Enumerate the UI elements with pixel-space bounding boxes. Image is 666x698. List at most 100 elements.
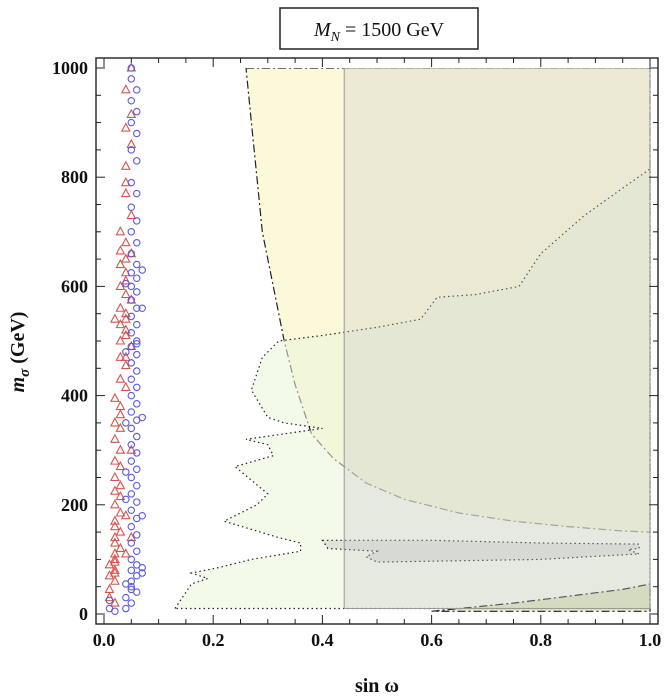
triangle-point [115, 373, 126, 383]
circle-point [127, 490, 136, 498]
circle-point [133, 531, 141, 539]
circle-point [138, 563, 146, 572]
y-tick-label: 0 [79, 604, 88, 624]
triangle-point [110, 553, 120, 563]
circle-point [133, 238, 141, 247]
triangle-point [110, 520, 120, 531]
triangle-point [115, 460, 126, 471]
circle-point [111, 607, 119, 616]
chart-title: MN = 1500 GeV [279, 7, 479, 50]
circle-point [127, 473, 136, 482]
circle-point [133, 367, 141, 375]
circle-point [127, 64, 136, 72]
circle-point [127, 599, 136, 607]
y-tick-label: 800 [61, 167, 88, 187]
circle-point [133, 107, 141, 116]
axis-ticks [96, 58, 658, 624]
circle-point [127, 249, 136, 258]
y-axis-label: mσ (GeV) [7, 312, 33, 393]
triangle-point [115, 226, 126, 236]
y-axis-subscript: σ [17, 368, 33, 377]
x-tick-label: 1.0 [639, 630, 662, 650]
triangle-point [120, 253, 131, 263]
triangle-point [110, 515, 120, 525]
x-tick-label: 0.6 [420, 630, 443, 650]
triangle-point [104, 559, 115, 569]
gray-rectangle-region [343, 68, 651, 609]
chart-title-text: MN = 1500 GeV [313, 19, 445, 45]
circle-point [133, 337, 141, 345]
x-axis-label: sin ω [355, 675, 399, 697]
triangle-point [120, 548, 131, 558]
y-tick-label: 400 [61, 386, 88, 406]
circle-point [127, 296, 136, 304]
circle-point [133, 498, 141, 506]
triangle-point [120, 329, 131, 340]
circle-point [122, 348, 130, 356]
triangle-point [110, 455, 120, 465]
triangle-point [126, 531, 137, 542]
triangle-point [115, 280, 126, 290]
triangle-point [115, 480, 126, 490]
triangle-point [120, 160, 131, 170]
circle-point [127, 228, 136, 236]
triangle-point [110, 531, 120, 542]
circle-point [127, 506, 136, 515]
circle-point [127, 75, 136, 83]
triangle-point [104, 591, 115, 602]
triangle-point [110, 471, 120, 482]
circle-point [133, 129, 141, 138]
triangle-point [115, 422, 126, 432]
triangle-point [115, 245, 126, 255]
circle-point [127, 146, 136, 154]
circle-point [122, 419, 130, 427]
circle-point [133, 547, 141, 555]
circle-point [133, 432, 141, 441]
circle-point [122, 495, 130, 504]
circle-point [122, 593, 130, 602]
circle-point [122, 468, 130, 476]
y-axis-variable: m [7, 377, 29, 393]
triangle-point [110, 433, 120, 443]
triangle-point [110, 597, 120, 607]
circle-point [127, 203, 136, 211]
circle-point [138, 304, 146, 312]
title-subscript: N [330, 30, 341, 45]
circle-point [133, 481, 141, 490]
circle-point [127, 424, 136, 433]
x-tick-label: 0.8 [530, 630, 553, 650]
triangle-point [126, 209, 137, 219]
triangle-point [115, 258, 126, 269]
x-tick-label: 0.0 [93, 630, 116, 650]
triangle-point [115, 351, 126, 361]
circle-point [127, 118, 136, 127]
dash-dot-lower-region [431, 583, 651, 612]
circle-point [133, 449, 141, 457]
circle-point [127, 178, 136, 187]
triangle-point [104, 570, 115, 580]
triangle-point [115, 409, 126, 419]
y-tick-labels: 0 200 400 600 800 1000 [52, 58, 88, 624]
circle-point [127, 391, 136, 400]
triangle-point [120, 313, 131, 323]
triangle-point [115, 444, 126, 454]
circle-point [138, 511, 146, 520]
triangle-point [110, 485, 120, 495]
circle-point [133, 274, 141, 282]
triangle-point [120, 187, 131, 198]
title-value: = 1500 GeV [340, 19, 445, 41]
triangle-point [120, 122, 131, 132]
circle-point [127, 457, 136, 465]
exclusion-regions [173, 68, 651, 612]
scatter-points [104, 62, 146, 616]
circle-point [127, 566, 136, 575]
circle-point [133, 189, 141, 198]
circle-point [127, 359, 136, 367]
circle-point [133, 350, 141, 359]
triangle-point [110, 537, 120, 547]
triangle-point [120, 275, 131, 285]
circle-point [127, 440, 136, 449]
triangle-point [110, 575, 120, 585]
circle-point [127, 408, 136, 416]
triangle-point [115, 302, 126, 312]
